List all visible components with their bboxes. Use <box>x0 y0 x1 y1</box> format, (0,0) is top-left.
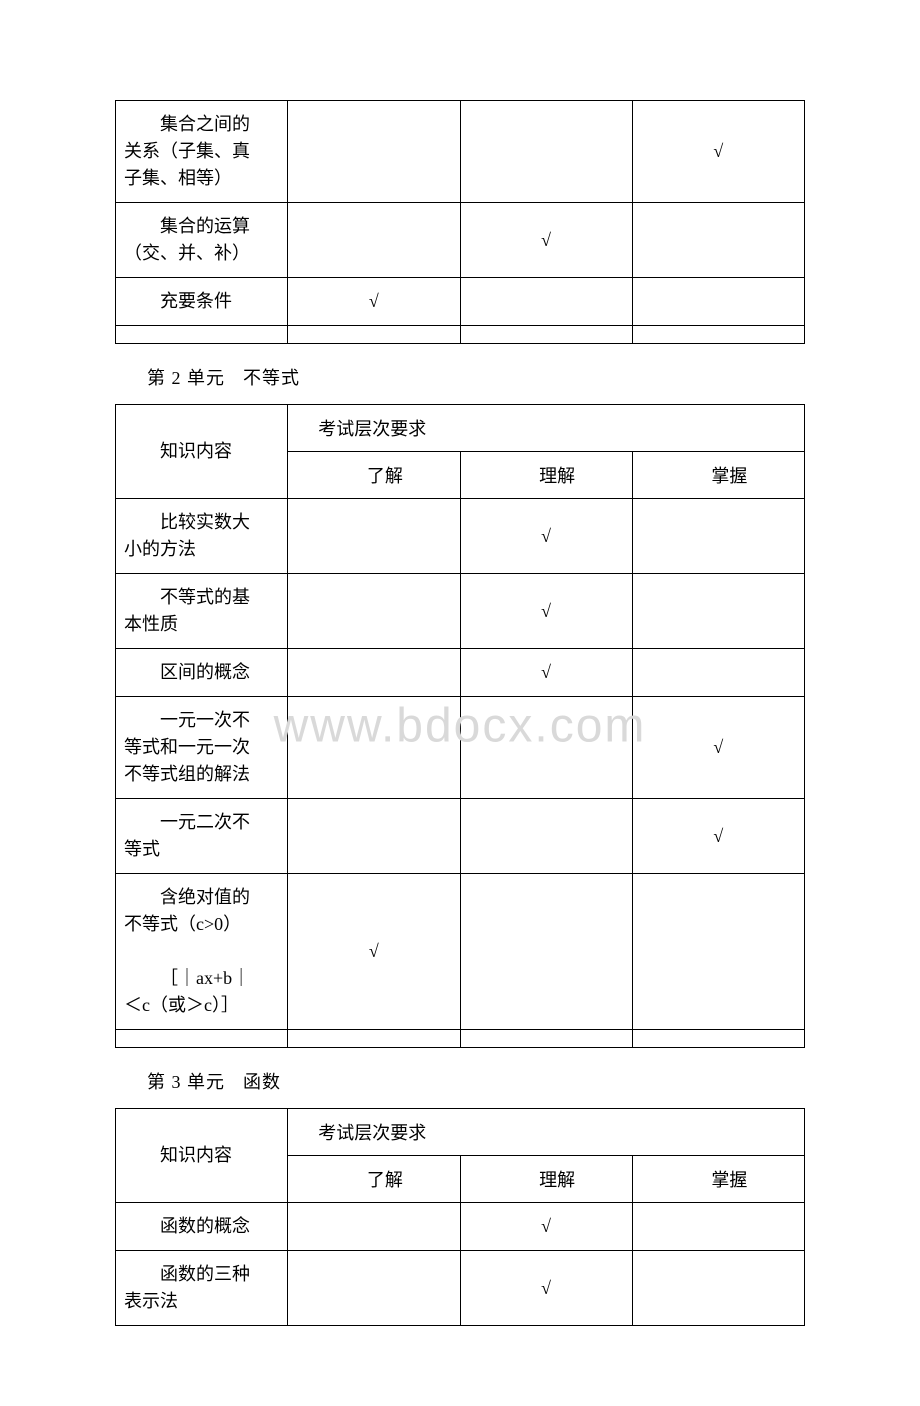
mark-cell <box>288 574 460 649</box>
mark-cell <box>460 874 632 1030</box>
mark-cell <box>632 1203 804 1251</box>
mark-cell <box>288 1203 460 1251</box>
header-level1: 了解 <box>288 1156 460 1203</box>
content-cell: 一元一次不 等式和一元一次 不等式组的解法 <box>116 697 288 799</box>
table-row: 区间的概念 √ <box>116 649 805 697</box>
mark-cell: √ <box>632 101 804 203</box>
header-level3: 掌握 <box>632 1156 804 1203</box>
table-row-empty <box>116 1030 805 1048</box>
mark-cell <box>632 874 804 1030</box>
mark-cell <box>632 499 804 574</box>
mark-cell: √ <box>288 874 460 1030</box>
header-content: 知识内容 <box>116 405 288 499</box>
table-row: 一元一次不 等式和一元一次 不等式组的解法 √ <box>116 697 805 799</box>
header-requirement: 考试层次要求 <box>288 1109 805 1156</box>
mark-cell <box>288 101 460 203</box>
mark-cell: √ <box>632 697 804 799</box>
mark-cell: √ <box>632 799 804 874</box>
table-row: 不等式的基 本性质 √ <box>116 574 805 649</box>
table-header-row: 知识内容 考试层次要求 <box>116 1109 805 1156</box>
table-unit3: 知识内容 考试层次要求 了解 理解 掌握 函数的概念 √ 函数的三种 表示法 √ <box>115 1108 805 1326</box>
unit3-title: 第 3 单元函数 <box>147 1068 805 1094</box>
content-cell: 比较实数大 小的方法 <box>116 499 288 574</box>
mark-cell <box>632 574 804 649</box>
mark-cell: √ <box>460 203 632 278</box>
mark-cell <box>632 649 804 697</box>
table-header-row: 知识内容 考试层次要求 <box>116 405 805 452</box>
table-row: 函数的三种 表示法 √ <box>116 1251 805 1326</box>
table-row-empty <box>116 326 805 344</box>
table-row: 函数的概念 √ <box>116 1203 805 1251</box>
table-unit1-continuation: 集合之间的 关系（子集、真 子集、相等） √ 集合的运算 （交、并、补） √ 充… <box>115 100 805 344</box>
table-row: 集合的运算 （交、并、补） √ <box>116 203 805 278</box>
mark-cell <box>288 499 460 574</box>
content-cell: 区间的概念 <box>116 649 288 697</box>
header-level1: 了解 <box>288 452 460 499</box>
header-level2: 理解 <box>460 1156 632 1203</box>
header-level3: 掌握 <box>632 452 804 499</box>
content-cell: 充要条件 <box>116 278 288 326</box>
content-cell: 函数的概念 <box>116 1203 288 1251</box>
mark-cell <box>632 1251 804 1326</box>
mark-cell <box>632 278 804 326</box>
mark-cell <box>288 1251 460 1326</box>
mark-cell <box>460 697 632 799</box>
table-row: 一元二次不 等式 √ <box>116 799 805 874</box>
table-row: 比较实数大 小的方法 √ <box>116 499 805 574</box>
header-requirement: 考试层次要求 <box>288 405 805 452</box>
mark-cell <box>288 649 460 697</box>
table-row: 充要条件 √ <box>116 278 805 326</box>
content-cell: 不等式的基 本性质 <box>116 574 288 649</box>
content-cell: 函数的三种 表示法 <box>116 1251 288 1326</box>
content-cell: 集合之间的 关系（子集、真 子集、相等） <box>116 101 288 203</box>
content-cell: 集合的运算 （交、并、补） <box>116 203 288 278</box>
mark-cell <box>288 203 460 278</box>
header-level2: 理解 <box>460 452 632 499</box>
mark-cell: √ <box>460 499 632 574</box>
mark-cell <box>460 799 632 874</box>
unit2-title: 第 2 单元不等式 <box>147 364 805 390</box>
mark-cell: √ <box>460 649 632 697</box>
mark-cell <box>288 697 460 799</box>
mark-cell <box>460 278 632 326</box>
content-cell: 含绝对值的 不等式（c>0） ［｜ax+b｜ ＜c（或＞c）］ <box>116 874 288 1030</box>
mark-cell: √ <box>460 574 632 649</box>
table-unit2: 知识内容 考试层次要求 了解 理解 掌握 比较实数大 小的方法 √ 不等式的基 … <box>115 404 805 1048</box>
table-row: 集合之间的 关系（子集、真 子集、相等） √ <box>116 101 805 203</box>
table-row: 含绝对值的 不等式（c>0） ［｜ax+b｜ ＜c（或＞c）］ √ <box>116 874 805 1030</box>
mark-cell <box>288 799 460 874</box>
mark-cell: √ <box>460 1203 632 1251</box>
mark-cell: √ <box>288 278 460 326</box>
mark-cell <box>632 203 804 278</box>
header-content: 知识内容 <box>116 1109 288 1203</box>
mark-cell <box>460 101 632 203</box>
content-cell: 一元二次不 等式 <box>116 799 288 874</box>
mark-cell: √ <box>460 1251 632 1326</box>
